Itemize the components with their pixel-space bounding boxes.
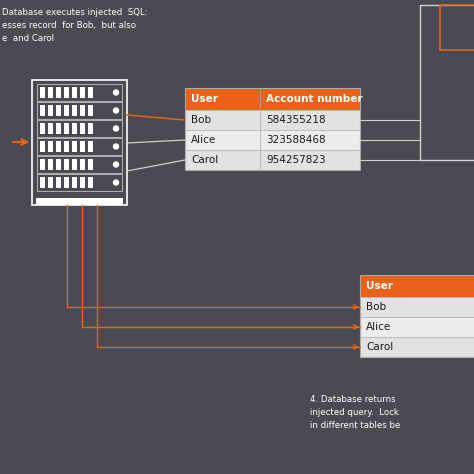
Bar <box>32 80 127 205</box>
Circle shape <box>113 108 118 113</box>
Bar <box>56 123 61 134</box>
Bar <box>185 130 260 150</box>
Bar <box>56 87 61 98</box>
Text: Carol: Carol <box>191 155 218 165</box>
Bar <box>260 150 360 170</box>
Bar <box>48 177 53 188</box>
Bar <box>37 156 122 173</box>
Bar <box>185 150 260 170</box>
Bar <box>360 317 474 337</box>
Text: Carol: Carol <box>366 342 393 352</box>
Text: User: User <box>366 281 393 291</box>
Text: 954257823: 954257823 <box>266 155 326 165</box>
Bar <box>185 110 260 130</box>
Bar <box>80 105 85 116</box>
Bar <box>360 297 474 317</box>
Bar <box>80 123 85 134</box>
Bar <box>64 123 69 134</box>
Bar <box>48 123 53 134</box>
Bar <box>360 275 474 297</box>
Bar <box>260 130 360 150</box>
Text: Bob: Bob <box>191 115 211 125</box>
Bar <box>64 159 69 170</box>
Bar <box>36 198 123 205</box>
Bar <box>37 102 122 119</box>
Bar <box>80 87 85 98</box>
Bar <box>48 141 53 152</box>
Bar <box>40 87 45 98</box>
Bar <box>72 123 77 134</box>
Bar <box>185 88 260 110</box>
Circle shape <box>113 126 118 131</box>
Bar <box>72 159 77 170</box>
Bar <box>440 5 474 50</box>
Circle shape <box>113 90 118 95</box>
Bar <box>88 87 93 98</box>
Bar <box>72 105 77 116</box>
Bar <box>360 275 474 357</box>
Bar <box>37 84 122 101</box>
Text: 4. Database returns
injected query.  Lock
in different tables be: 4. Database returns injected query. Lock… <box>310 395 401 430</box>
Bar <box>88 177 93 188</box>
Bar <box>185 88 360 170</box>
Bar <box>40 141 45 152</box>
Bar <box>88 141 93 152</box>
Circle shape <box>113 162 118 167</box>
Bar <box>420 5 474 160</box>
Bar <box>80 141 85 152</box>
Bar <box>64 141 69 152</box>
Bar <box>260 88 360 110</box>
Text: Database executes injected  SQL:
esses record  for Bob,  but also
e  and Carol: Database executes injected SQL: esses re… <box>2 8 147 44</box>
Bar <box>64 87 69 98</box>
Circle shape <box>113 180 118 185</box>
Bar <box>260 110 360 130</box>
Bar <box>48 159 53 170</box>
Circle shape <box>113 144 118 149</box>
Bar <box>88 123 93 134</box>
Text: Bob: Bob <box>366 302 386 312</box>
Bar <box>37 138 122 155</box>
Text: Alice: Alice <box>191 135 216 145</box>
Bar <box>72 141 77 152</box>
Bar <box>40 159 45 170</box>
Bar <box>64 105 69 116</box>
Bar <box>72 177 77 188</box>
Text: 584355218: 584355218 <box>266 115 326 125</box>
Bar <box>48 87 53 98</box>
Text: 323588468: 323588468 <box>266 135 326 145</box>
Bar <box>80 177 85 188</box>
Bar <box>64 177 69 188</box>
Bar <box>56 177 61 188</box>
Bar <box>72 87 77 98</box>
Bar <box>48 105 53 116</box>
Text: User: User <box>191 94 218 104</box>
Bar <box>88 159 93 170</box>
Bar <box>56 141 61 152</box>
Bar <box>80 159 85 170</box>
Bar <box>40 105 45 116</box>
Text: Alice: Alice <box>366 322 391 332</box>
Bar <box>40 177 45 188</box>
Bar <box>360 337 474 357</box>
Text: Account number: Account number <box>266 94 363 104</box>
Bar <box>37 120 122 137</box>
Bar <box>88 105 93 116</box>
Bar <box>40 123 45 134</box>
Bar <box>37 174 122 191</box>
Bar <box>56 159 61 170</box>
Bar <box>56 105 61 116</box>
